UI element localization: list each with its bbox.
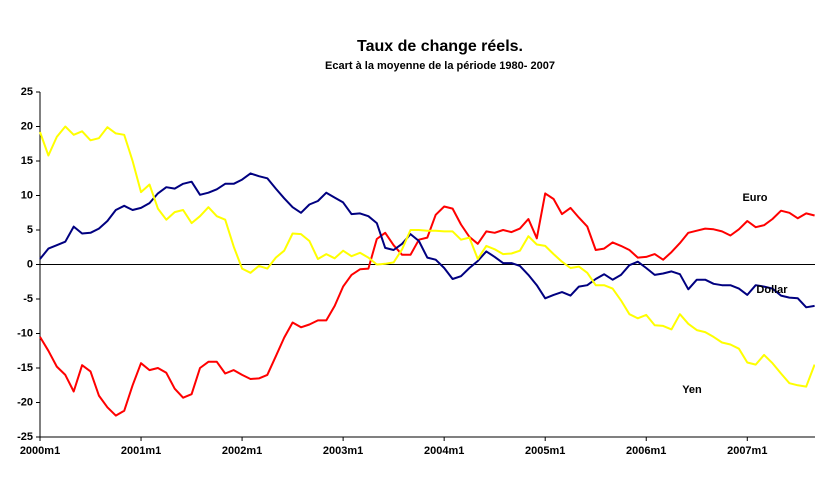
x-tick-label: 2005m1: [525, 445, 565, 457]
y-tick-label: -10: [17, 327, 33, 339]
x-tick-label: 2002m1: [222, 445, 262, 457]
series-label: Yen: [682, 384, 702, 396]
x-tick-label: 2003m1: [323, 445, 363, 457]
y-tick-label: 15: [21, 155, 33, 167]
y-tick-label: -25: [17, 431, 33, 443]
y-tick-label: 5: [27, 224, 33, 236]
x-tick-label: 2007m1: [727, 445, 767, 457]
y-tick-label: -20: [17, 396, 33, 408]
y-tick-label: 10: [21, 189, 33, 201]
y-tick-label: -5: [23, 293, 33, 305]
x-tick-label: 2006m1: [626, 445, 666, 457]
x-tick-label: 2004m1: [424, 445, 464, 457]
series-label: Dollar: [756, 284, 788, 296]
series-line: [39, 125, 815, 388]
chart-subtitle: Ecart à la moyenne de la période 1980- 2…: [325, 60, 555, 72]
x-tick-label: 2001m1: [121, 445, 161, 457]
y-tick-label: 0: [27, 258, 33, 270]
series-line: [39, 172, 815, 309]
y-tick-label: 25: [21, 86, 33, 98]
y-tick-label: 20: [21, 120, 33, 132]
x-tick-label: 2000m1: [20, 445, 60, 457]
y-tick-label: -15: [17, 362, 33, 374]
series-label: Euro: [742, 192, 767, 204]
series-line: [39, 192, 815, 417]
chart-title: Taux de change réels.: [357, 38, 523, 55]
